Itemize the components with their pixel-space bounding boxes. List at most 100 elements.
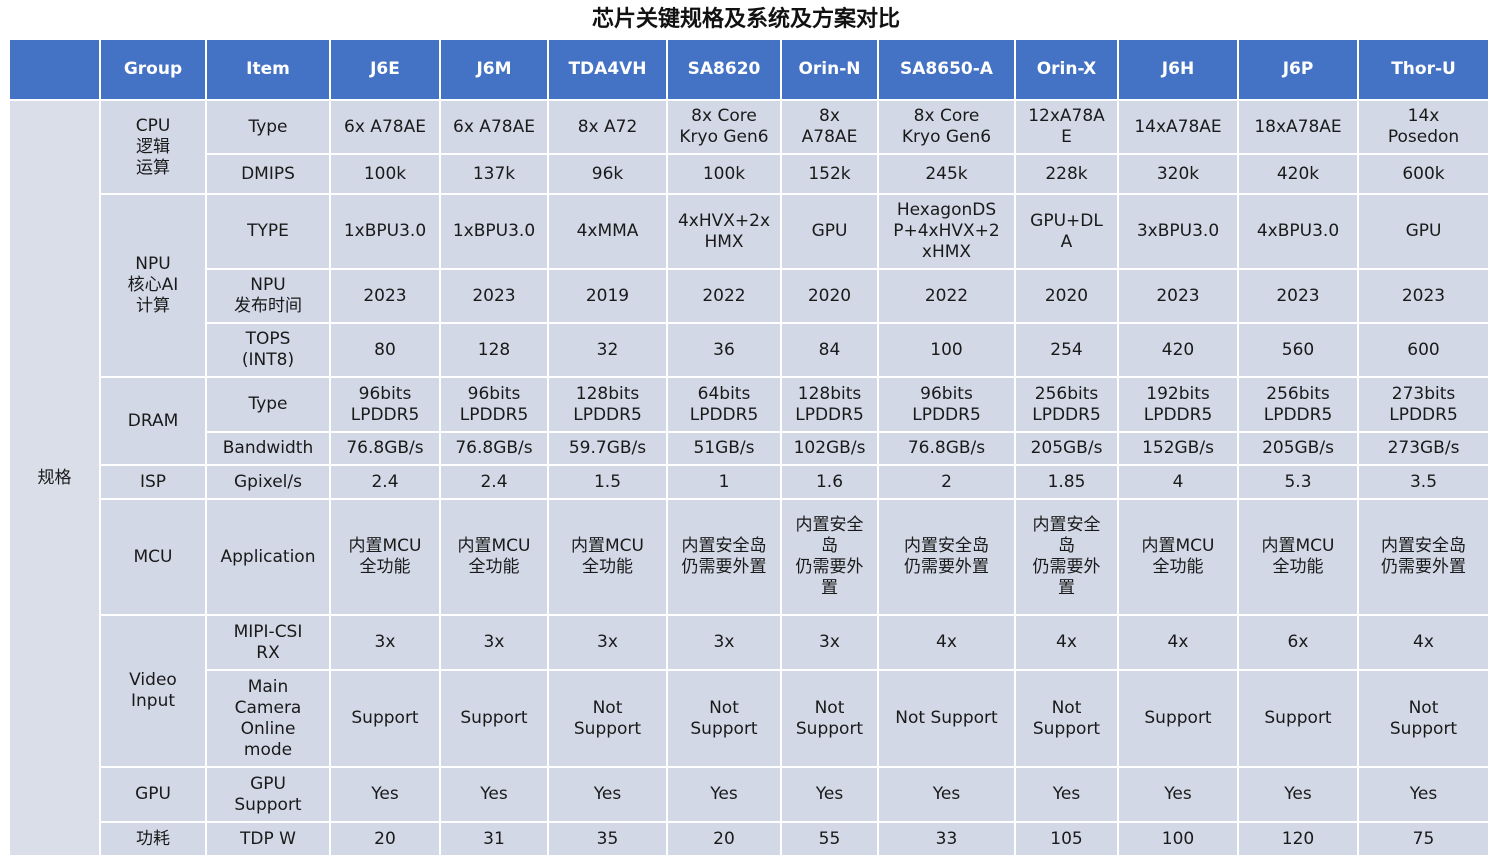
header-chip: TDA4VH [547,38,668,101]
cell-value: 内置MCU 全功能 [329,498,441,616]
cell-value: 3x [666,614,782,671]
cell-value: 2023 [1117,268,1239,324]
cell-value: 76.8GB/s [439,431,549,466]
table-row: NPU 核心AI 计算 TYPE 1xBPU3.0 1xBPU3.0 4xMMA… [9,193,1490,378]
cell-value: Support [1237,669,1359,768]
cell-value: 3x [780,614,879,671]
group-gpu: GPU [99,766,207,823]
cell-value: 3x [547,614,668,671]
cell-value: 205GB/s [1237,431,1359,466]
cell-value: 600k [1357,153,1490,195]
cell-value: 8x A78AE [780,99,879,155]
group-video: Video Input [99,614,207,768]
cell-value: 36 [666,322,782,378]
cell-value: 内置安全岛 仍需要外置 [1357,498,1490,616]
cell-value: 1.6 [780,464,879,500]
cell-value: 3.5 [1357,464,1490,500]
cell-value: 128bits LPDDR5 [780,376,879,433]
cell-value: 64bits LPDDR5 [666,376,782,433]
table-row: GPU GPU Support Yes Yes Yes Yes Yes Yes … [9,766,1490,823]
cell-value: Not Support [780,669,879,768]
cell-value: 2023 [329,268,441,324]
cell-value: 59.7GB/s [547,431,668,466]
group-isp: ISP [99,464,207,500]
row-item: Gpixel/s [205,464,331,500]
spec-label: 规格 [8,99,101,857]
cell-value: Not Support [1357,669,1490,768]
cell-value: 4xMMA [547,193,668,270]
cell-value: 420k [1237,153,1359,195]
cell-value: Yes [329,766,441,823]
table-row: Video Input MIPI-CSI RX 3x 3x 3x 3x 3x 4… [9,614,1490,768]
cell-value: 3xBPU3.0 [1117,193,1239,270]
cell-value: 228k [1014,153,1119,195]
cell-value: 31 [439,821,549,857]
cell-value: 205GB/s [1014,431,1119,466]
cell-value: 100 [1117,821,1239,857]
cell-value: GPU [1357,193,1490,270]
cell-value: 76.8GB/s [877,431,1016,466]
header-chip: Orin-N [780,38,879,101]
header-chip: SA8650-A [877,38,1016,101]
row-item: TDP W [205,821,331,857]
cell-value: 18xA78AE [1237,99,1359,155]
cell-value: 192bits LPDDR5 [1117,376,1239,433]
cell-value: 1.5 [547,464,668,500]
header-item: Item [205,38,331,101]
cell-value: 100k [666,153,782,195]
cell-value: 120 [1237,821,1359,857]
cell-value: 100 [877,322,1016,378]
cell-value: 8x A72 [547,99,668,155]
cell-value: 8x Core Kryo Gen6 [877,99,1016,155]
cell-value: HexagonDS P+4xHVX+2 xHMX [877,193,1016,270]
cell-value: 256bits LPDDR5 [1237,376,1359,433]
cell-value: Support [439,669,549,768]
cell-value: 51GB/s [666,431,782,466]
cell-value: 1 [666,464,782,500]
cell-value: 2.4 [439,464,549,500]
table-row: Bandwidth 76.8GB/s 76.8GB/s 59.7GB/s 51G… [9,431,1490,466]
cell-value: 84 [780,322,879,378]
cell-value: 3x [439,614,549,671]
cell-value: 96bits LPDDR5 [329,376,441,433]
cell-value: 128bits LPDDR5 [547,376,668,433]
cell-value: 128 [439,322,549,378]
cell-value: Support [329,669,441,768]
cell-value: 20 [329,821,441,857]
cell-value: 96bits LPDDR5 [439,376,549,433]
header-chip: SA8620 [666,38,782,101]
cell-value: 内置MCU 全功能 [1237,498,1359,616]
cell-value: 137k [439,153,549,195]
row-item: MIPI-CSI RX [205,614,331,671]
cell-value: Yes [1117,766,1239,823]
row-item: TYPE [205,193,331,270]
cell-value: 2020 [1014,268,1119,324]
cell-value: 4x [1014,614,1119,671]
cell-value: 内置安全 岛 仍需要外 置 [780,498,879,616]
cell-value: 75 [1357,821,1490,857]
cell-value: 102GB/s [780,431,879,466]
cell-value: 96bits LPDDR5 [877,376,1016,433]
cell-value: 内置MCU 全功能 [439,498,549,616]
cell-value: 96k [547,153,668,195]
cell-value: 6x A78AE [439,99,549,155]
cell-value: 内置安全岛 仍需要外置 [877,498,1016,616]
cell-value: 2019 [547,268,668,324]
cell-value: 14xA78AE [1117,99,1239,155]
row-item: Application [205,498,331,616]
cell-value: 35 [547,821,668,857]
cell-value: 245k [877,153,1016,195]
header-chip: Thor-U [1357,38,1490,101]
table-row: NPU 发布时间 2023 2023 2019 2022 2020 2022 2… [9,268,1490,324]
header-row: Group Item J6E J6M TDA4VH SA8620 Orin-N … [8,38,1490,101]
cell-value: 2 [877,464,1016,500]
cell-value: 32 [547,322,668,378]
cell-value: 4xHVX+2x HMX [666,193,782,270]
cell-value: 1xBPU3.0 [329,193,441,270]
cell-value: 12xA78A E [1014,99,1119,155]
cell-value: 8x Core Kryo Gen6 [666,99,782,155]
cell-value: 内置MCU 全功能 [1117,498,1239,616]
row-item: GPU Support [205,766,331,823]
group-npu: NPU 核心AI 计算 [99,193,207,378]
cell-value: Yes [1357,766,1490,823]
